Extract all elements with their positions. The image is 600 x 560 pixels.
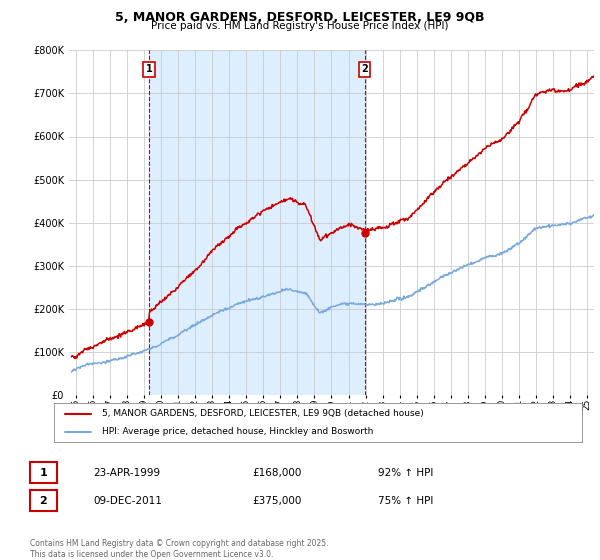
Text: 92% ↑ HPI: 92% ↑ HPI <box>378 468 433 478</box>
Text: £168,000: £168,000 <box>252 468 301 478</box>
Bar <box>149 50 365 395</box>
Text: 1: 1 <box>40 468 47 478</box>
Text: Price paid vs. HM Land Registry's House Price Index (HPI): Price paid vs. HM Land Registry's House … <box>151 21 449 31</box>
Text: 75% ↑ HPI: 75% ↑ HPI <box>378 496 433 506</box>
Text: 23-APR-1999: 23-APR-1999 <box>93 468 160 478</box>
Text: 1: 1 <box>146 64 152 74</box>
Text: £375,000: £375,000 <box>252 496 301 506</box>
Text: HPI: Average price, detached house, Hinckley and Bosworth: HPI: Average price, detached house, Hinc… <box>101 427 373 436</box>
Text: Contains HM Land Registry data © Crown copyright and database right 2025.
This d: Contains HM Land Registry data © Crown c… <box>30 539 329 559</box>
Text: 2: 2 <box>361 64 368 74</box>
Text: 09-DEC-2011: 09-DEC-2011 <box>93 496 162 506</box>
Text: 5, MANOR GARDENS, DESFORD, LEICESTER, LE9 9QB (detached house): 5, MANOR GARDENS, DESFORD, LEICESTER, LE… <box>101 409 423 418</box>
Text: 5, MANOR GARDENS, DESFORD, LEICESTER, LE9 9QB: 5, MANOR GARDENS, DESFORD, LEICESTER, LE… <box>115 11 485 24</box>
Text: 2: 2 <box>40 496 47 506</box>
